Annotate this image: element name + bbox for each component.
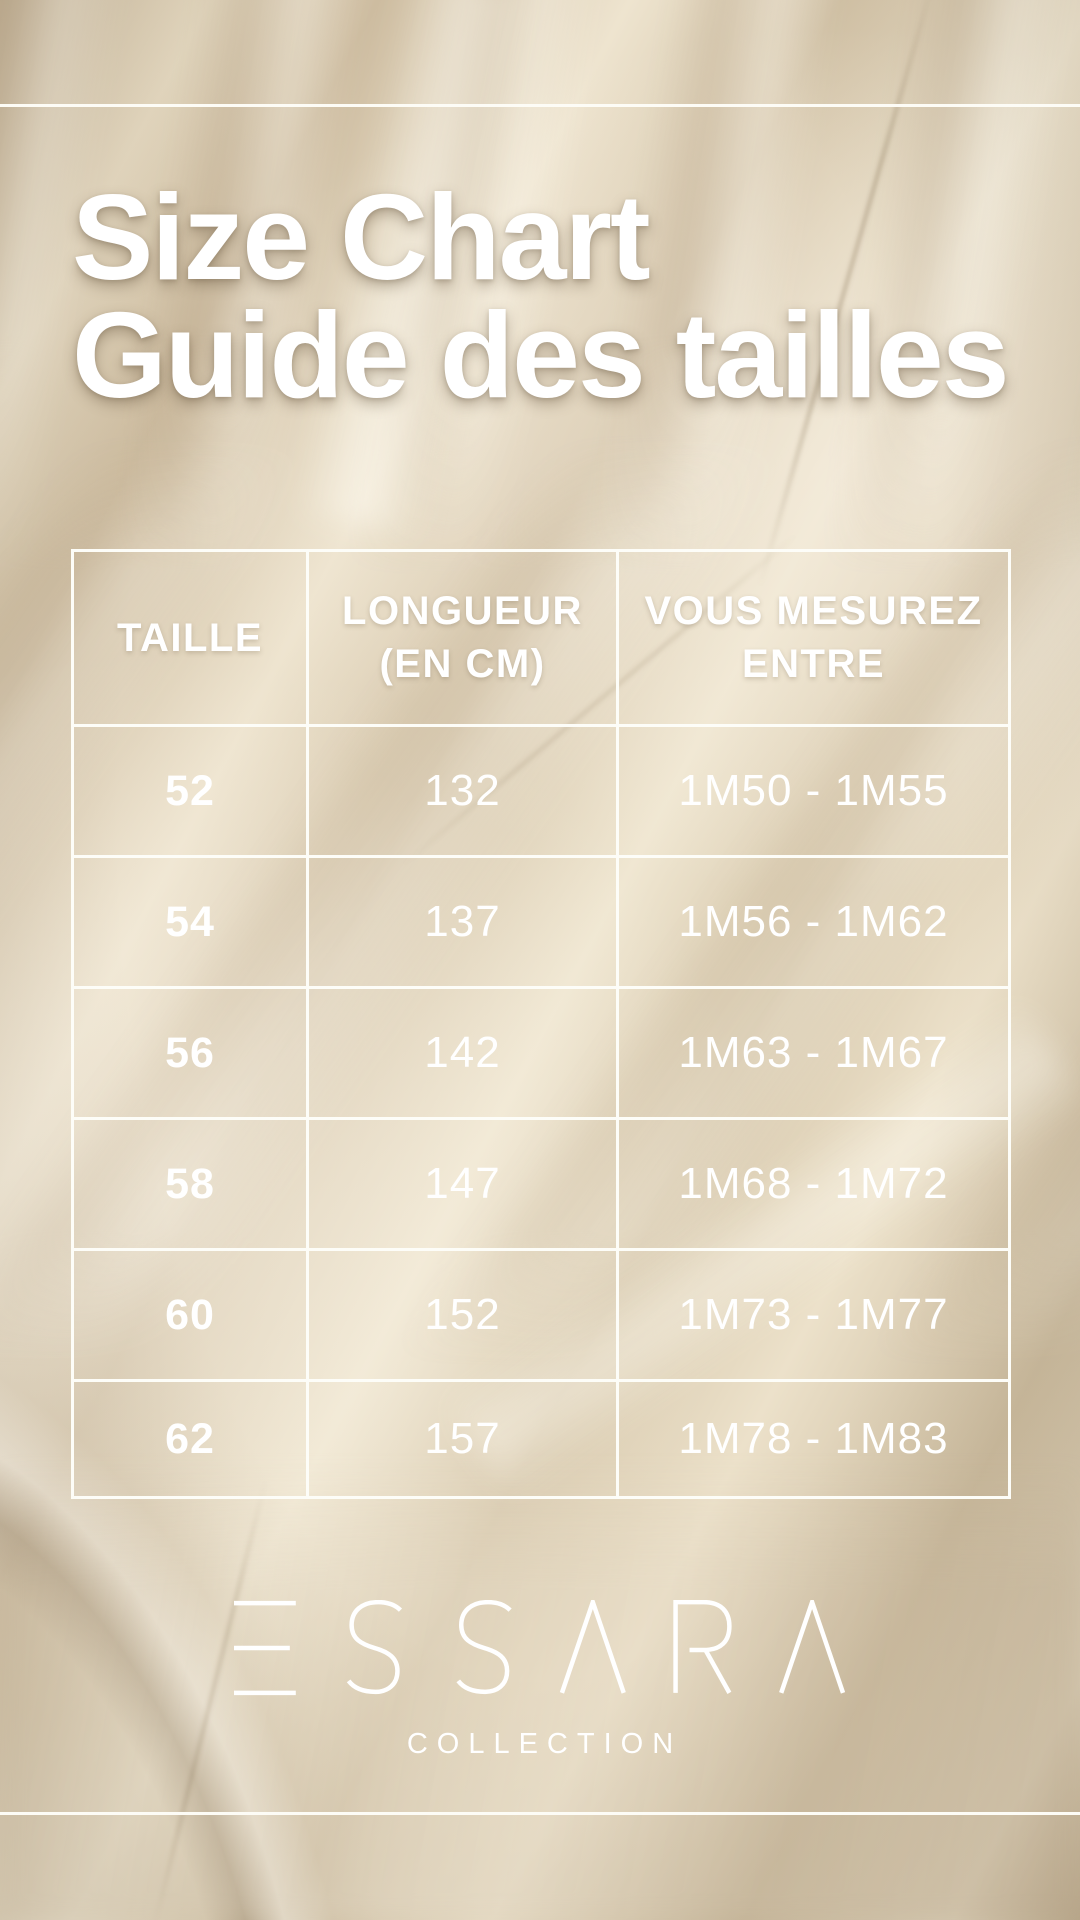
header-vous-mesurez: VOUS MESUREZ ENTRE [616,549,1011,727]
essara-logo-icon [233,1600,846,1696]
height-range-value: 1M78 - 1M83 [616,1379,1011,1499]
header-taille: TAILLE [71,549,309,727]
page-title: Size Chart Guide des tailles [72,169,1010,423]
table-row: 52 132 1M50 - 1M55 [71,724,1011,858]
header-longueur: LONGUEUR (EN CM) [306,549,619,727]
brand-name: ESSARA [540,1696,541,1697]
height-range-value: 1M73 - 1M77 [616,1248,1011,1382]
table-header-row: TAILLE LONGUEUR (EN CM) VOUS MESUREZ ENT… [71,549,1011,727]
height-range-value: 1M68 - 1M72 [616,1117,1011,1251]
size-value: 58 [71,1117,309,1251]
size-value: 62 [71,1379,309,1499]
length-value: 147 [306,1117,619,1251]
length-value: 157 [306,1379,619,1499]
table-row: 56 142 1M63 - 1M67 [71,986,1011,1120]
logo-letter-e [233,1600,296,1696]
table-row: 60 152 1M73 - 1M77 [71,1248,1011,1382]
logo-letter-r [673,1600,732,1694]
length-value: 152 [306,1248,619,1382]
length-value: 137 [306,855,619,989]
size-table: TAILLE LONGUEUR (EN CM) VOUS MESUREZ ENT… [71,549,1011,1499]
logo-letter-s [456,1600,512,1695]
size-value: 52 [71,724,309,858]
height-range-value: 1M63 - 1M67 [616,986,1011,1120]
bottom-divider-line [0,1812,1080,1815]
logo-letter-s [346,1600,403,1695]
brand-tagline: COLLECTION [406,1728,683,1760]
title-english: Size Chart [72,169,651,305]
top-divider-line [0,104,1080,107]
table-row: 58 147 1M68 - 1M72 [71,1117,1011,1251]
height-range-value: 1M50 - 1M55 [616,724,1011,858]
height-range-value: 1M56 - 1M62 [616,855,1011,989]
length-value: 142 [306,986,619,1120]
table-row: 54 137 1M56 - 1M62 [71,855,1011,989]
table-row: 62 157 1M78 - 1M83 [71,1379,1011,1499]
title-french: Guide des tailles [72,287,1010,423]
logo-letter-a [779,1600,846,1694]
size-value: 56 [71,986,309,1120]
length-value: 132 [306,724,619,858]
size-value: 60 [71,1248,309,1382]
brand-logo: ESSARA COLLECTION [0,1600,1080,1761]
logo-letter-a [559,1600,626,1694]
size-value: 54 [71,855,309,989]
